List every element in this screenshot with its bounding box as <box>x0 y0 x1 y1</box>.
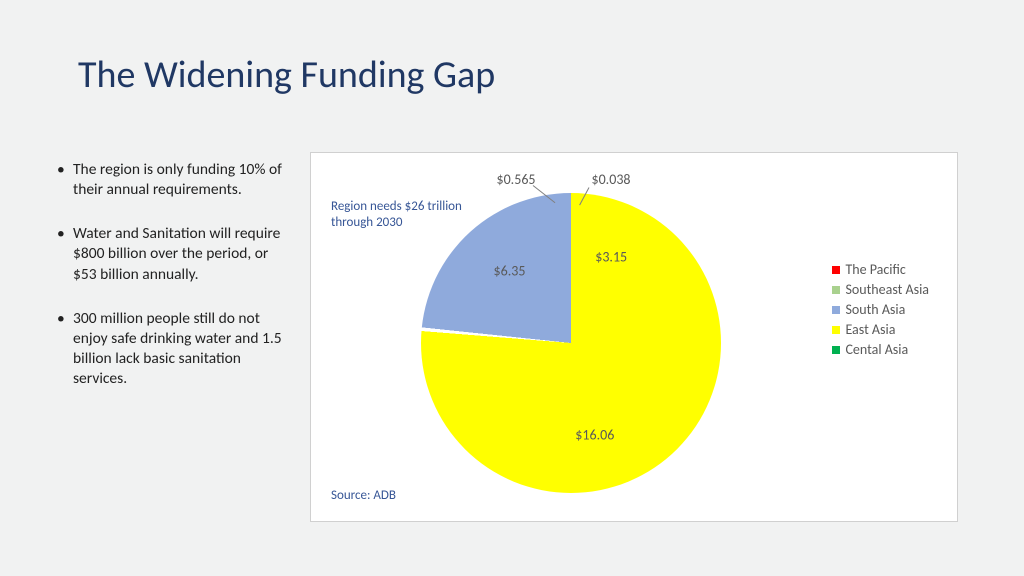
legend-swatch <box>832 326 840 334</box>
legend-item: South Asia <box>832 301 929 318</box>
chart-legend: The Pacific Southeast Asia South Asia East … <box>832 258 929 361</box>
pie-data-label: $6.35 <box>494 262 526 279</box>
chart-source: Source: ADB <box>331 488 396 503</box>
pie-chart <box>421 193 721 493</box>
legend-swatch <box>832 286 840 294</box>
legend-swatch <box>832 266 840 274</box>
legend-label: Cental Asia <box>845 341 908 358</box>
pie-data-label: $16.06 <box>575 426 614 443</box>
pie-data-label: $0.565 <box>496 171 535 188</box>
pie-data-label: $0.038 <box>591 171 630 188</box>
bullet-list: The region is only funding 10% of their … <box>55 160 285 413</box>
page-title: The Widening Funding Gap <box>78 52 495 98</box>
bullet-item: 300 million people still do not enjoy sa… <box>55 309 285 390</box>
legend-label: East Asia <box>845 321 895 338</box>
legend-item: East Asia <box>832 321 929 338</box>
bullet-item: Water and Sanitation will require $800 b… <box>55 224 285 284</box>
bullet-item: The region is only funding 10% of their … <box>55 160 285 200</box>
pie-wrap: $16.06$6.35$3.15$0.565$0.038 <box>421 193 721 493</box>
legend-swatch <box>832 346 840 354</box>
pie-data-label: $3.15 <box>595 248 627 265</box>
legend-swatch <box>832 306 840 314</box>
legend-label: South Asia <box>845 301 905 318</box>
legend-item: Cental Asia <box>832 341 929 358</box>
legend-item: Southeast Asia <box>832 281 929 298</box>
legend-label: Southeast Asia <box>845 281 929 298</box>
legend-item: The Pacific <box>832 261 929 278</box>
legend-label: The Pacific <box>845 261 905 278</box>
pie-chart-container: Region needs $26 trillion through 2030 $… <box>310 152 958 522</box>
